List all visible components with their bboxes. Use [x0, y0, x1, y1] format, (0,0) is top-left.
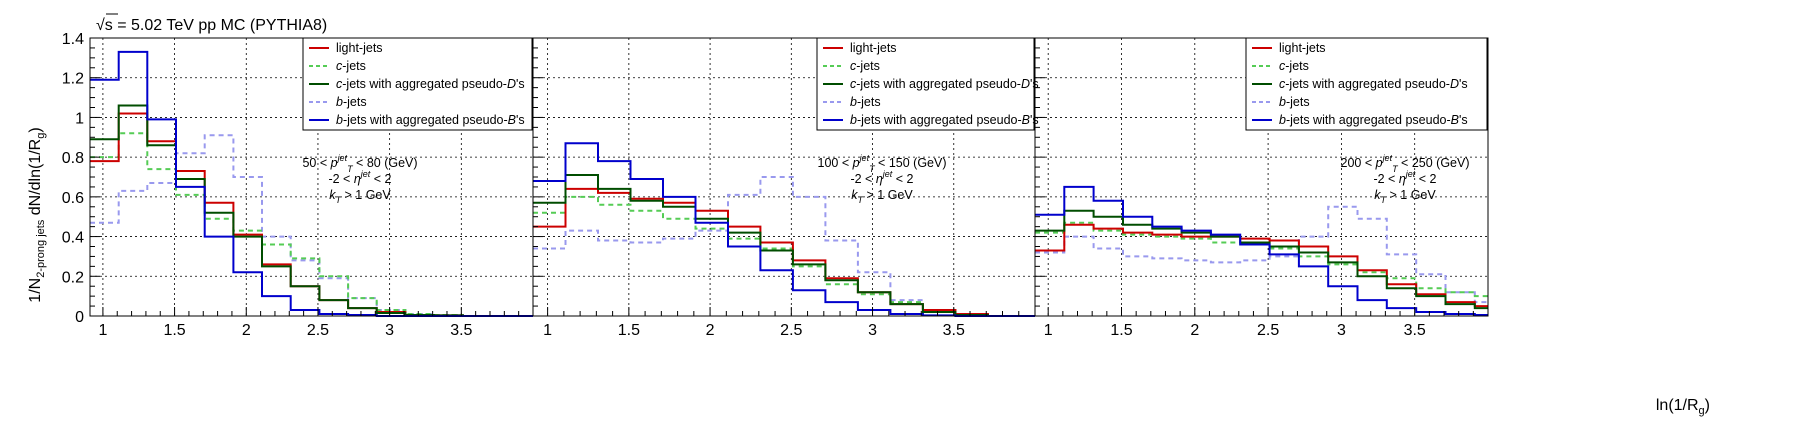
y-tick-label: 1.2 [62, 71, 84, 88]
y-tick-labels: 0 0.2 0.4 0.6 0.8 1 1.2 1.4 [62, 31, 84, 326]
x-tick-label: 1 [543, 322, 552, 339]
legend-entry-c-jets: c-jets [336, 59, 366, 73]
x-tick-label: 2 [242, 322, 251, 339]
x-axis-label: ln(1/Rg) [1656, 397, 1710, 417]
legend-entry-b-jets-agg: b-jets with aggregated pseudo-B's [1279, 113, 1468, 127]
pt-range-annotation: 50 < pjetT < 80 (GeV) [302, 153, 417, 174]
legend-box [302, 37, 533, 131]
x-tick-label: 1.5 [618, 322, 640, 339]
series-line-c-jets-agg [90, 104, 533, 317]
data-layer [90, 50, 1488, 317]
series-line-b-jets-agg [533, 142, 1035, 317]
x-tick-label: 3 [1337, 322, 1346, 339]
legend-entry-b-jets-agg: b-jets with aggregated pseudo-B's [336, 113, 525, 127]
x-tick-label: 2.5 [780, 322, 802, 339]
annotation-layer: 50 < pjetT < 80 (GeV)-2 < ηjet < 2kT > 1… [302, 153, 1469, 205]
x-tick-label: 2.5 [1257, 322, 1279, 339]
kt-cut-annotation: kT > 1 GeV [329, 188, 391, 205]
y-tick-label: 0.6 [62, 190, 84, 207]
figure-title: √s = 5.02 TeV pp MC (PYTHIA8) [96, 17, 327, 34]
legend-entry-c-jets-agg: c-jets with aggregated pseudo-D's [336, 77, 525, 91]
x-tick-label: 2.5 [307, 322, 329, 339]
x-tick-label: 1.5 [163, 322, 185, 339]
y-tick-label: 0 [75, 309, 84, 326]
y-tick-label: 1.4 [62, 31, 84, 48]
series-line-b-jets [1035, 205, 1488, 304]
series-line-c-jets-agg [533, 174, 1035, 317]
x-tick-label: 3.5 [1404, 322, 1426, 339]
y-tick-label: 1 [75, 110, 84, 127]
eta-range-annotation: -2 < ηjet < 2 [850, 169, 913, 186]
legend-layer: light-jets c-jets c-jets with aggregated p… [302, 37, 1488, 131]
frame-layer [89, 37, 1489, 317]
legend-entry-c-jets: c-jets [850, 59, 880, 73]
legend-box [816, 37, 1035, 131]
y-tick-label: 0.8 [62, 150, 84, 167]
legend-entry-light-jets: light-jets [336, 41, 383, 55]
series-line-c-jets [90, 132, 533, 317]
x-tick-labels: 1 1.5 2 2.5 3 3.5 1 1.5 2 2.5 3 3.5 1 1.5 2 2.5 3 3.5 [98, 322, 1425, 339]
legend-entry-c-jets-agg: c-jets with aggregated pseudo-D's [1279, 77, 1468, 91]
y-tick-label: 0.4 [62, 230, 84, 247]
grid-layer [90, 38, 1488, 316]
legend-entry-b-jets-agg: b-jets with aggregated pseudo-B's [850, 113, 1039, 127]
legend-entry-b-jets: b-jets [850, 95, 881, 109]
pt-range-annotation: 100 < pjetT < 150 (GeV) [818, 153, 947, 174]
x-tick-label: 3 [868, 322, 877, 339]
legend-box [1245, 37, 1488, 131]
series-line-light-jets [533, 187, 1035, 317]
x-tick-label: 3 [385, 322, 394, 339]
x-tick-label: 3.5 [450, 322, 472, 339]
legend-entry-light-jets: light-jets [850, 41, 897, 55]
legend-entry-b-jets: b-jets [336, 95, 367, 109]
series-line-b-jets-agg [1035, 185, 1488, 316]
x-tick-label: 1 [98, 322, 107, 339]
x-tick-label: 1.5 [1110, 322, 1132, 339]
x-tick-label: 1 [1044, 322, 1053, 339]
eta-range-annotation: -2 < ηjet < 2 [1373, 169, 1436, 186]
kt-cut-annotation: kT > 1 GeV [851, 188, 913, 205]
kt-cut-annotation: kT > 1 GeV [1374, 188, 1436, 205]
y-axis-label: 1/N2-prong jets dN/dln(1/Rg) [27, 127, 47, 302]
sqrt-s-symbol: √s [96, 17, 113, 34]
legend-entry-c-jets: c-jets [1279, 59, 1309, 73]
x-tick-label: 2 [706, 322, 715, 339]
y-tick-label: 0.2 [62, 269, 84, 286]
x-tick-label: 3.5 [943, 322, 965, 339]
x-tick-label: 2 [1190, 322, 1199, 339]
eta-range-annotation: -2 < ηjet < 2 [328, 169, 391, 186]
series-line-b-jets [533, 176, 1035, 317]
legend-entry-b-jets: b-jets [1279, 95, 1310, 109]
legend-entry-light-jets: light-jets [1279, 41, 1326, 55]
series-line-c-jets [533, 195, 1035, 317]
legend-entry-c-jets-agg: c-jets with aggregated pseudo-D's [850, 77, 1039, 91]
pt-range-annotation: 200 < pjetT < 250 (GeV) [1341, 153, 1470, 174]
